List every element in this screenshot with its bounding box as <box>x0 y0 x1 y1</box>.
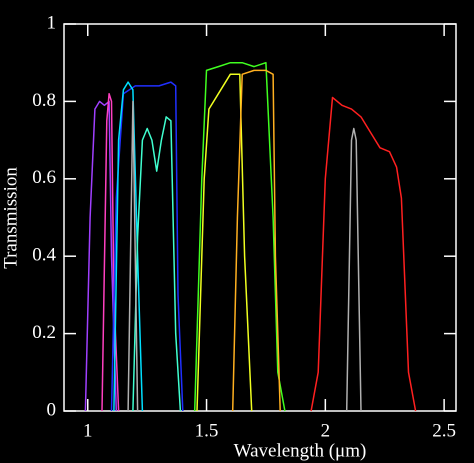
y-tick-label: 0.8 <box>32 90 56 111</box>
y-tick-label: 0.6 <box>32 167 56 188</box>
y-tick-label: 0.4 <box>32 245 56 266</box>
transmission-curve <box>345 127 362 412</box>
transmission-curve <box>101 92 120 412</box>
y-tick-label: 0 <box>47 399 57 420</box>
transmission-curve <box>310 96 417 412</box>
transmission-curve <box>110 81 184 412</box>
x-tick-label: 1 <box>83 420 93 441</box>
transmission-curve <box>132 116 182 412</box>
y-tick-label: 1 <box>47 12 57 33</box>
x-tick-label: 2.5 <box>432 420 456 441</box>
x-tick-label: 1.5 <box>195 420 219 441</box>
transmission-curve <box>193 61 286 412</box>
transmission-curve <box>231 69 281 412</box>
y-axis-label: Transmission <box>0 167 21 269</box>
transmission-curve <box>84 100 118 412</box>
y-tick-label: 0.2 <box>32 322 56 343</box>
x-axis-label: Wavelength (μm) <box>234 440 367 461</box>
plot-frame <box>63 23 457 412</box>
transmission-curve <box>196 73 253 412</box>
x-tick-label: 2 <box>321 420 331 441</box>
transmission-curve <box>127 100 139 412</box>
